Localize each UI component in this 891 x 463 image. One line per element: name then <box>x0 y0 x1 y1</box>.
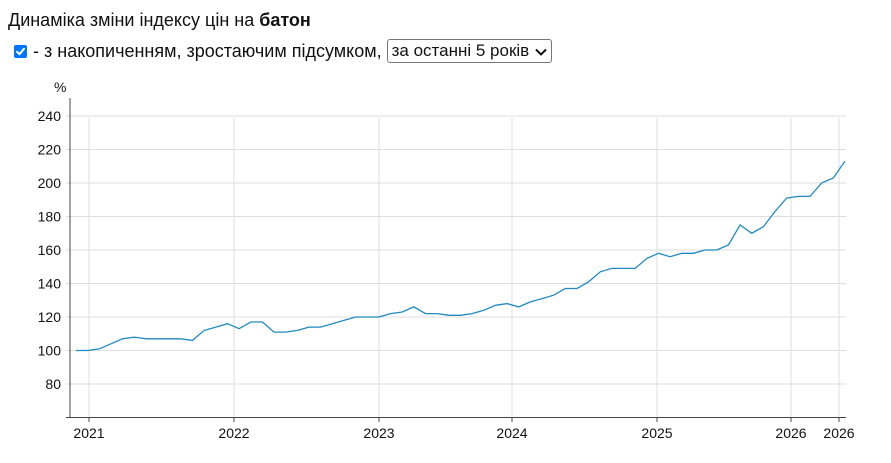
y-tick-label: 200 <box>38 175 62 191</box>
page-title: Динаміка зміни індексу цін на батон <box>8 10 311 31</box>
y-tick-label: 180 <box>38 209 62 225</box>
period-select[interactable]: за останні 5 років <box>386 39 553 63</box>
x-tick-label: 2022 <box>218 425 249 441</box>
x-tick-label: 2026 <box>775 425 806 441</box>
y-tick-label: 100 <box>38 343 62 359</box>
x-tick-labels: 2021 2022 2023 2024 2025 2026 2026 <box>73 425 854 441</box>
x-tick-label: 2026 <box>823 425 854 441</box>
y-gridlines <box>66 115 846 385</box>
y-tick-label: 120 <box>38 309 62 325</box>
axes <box>66 98 846 418</box>
x-tick-label: 2021 <box>73 425 104 441</box>
chart-controls: - з накопиченням, зростаючим підсумком, … <box>14 39 553 63</box>
y-tick-label: 80 <box>45 376 61 392</box>
y-tick-label: 220 <box>38 142 62 158</box>
y-axis-label: % <box>54 79 66 95</box>
cumulative-checkbox-label: - з накопиченням, зростаючим підсумком, <box>33 40 382 61</box>
x-tick-label: 2025 <box>641 425 672 441</box>
chevron-down-icon <box>535 41 547 61</box>
y-tick-label: 140 <box>38 276 62 292</box>
y-tick-label: 160 <box>38 242 62 258</box>
x-tick-label: 2024 <box>496 425 527 441</box>
checkmark-icon <box>16 47 25 55</box>
period-select-value: за останні 5 років <box>391 41 530 60</box>
title-prefix: Динаміка зміни індексу цін на <box>8 10 260 30</box>
y-tick-label: 240 <box>38 108 62 124</box>
x-tick-label: 2023 <box>363 425 394 441</box>
x-gridlines <box>88 118 840 422</box>
title-product: батон <box>259 10 311 30</box>
series-line <box>76 160 846 352</box>
cumulative-checkbox[interactable] <box>14 44 27 58</box>
y-tick-labels: 80 100 120 140 160 180 200 220 240 <box>38 108 62 392</box>
